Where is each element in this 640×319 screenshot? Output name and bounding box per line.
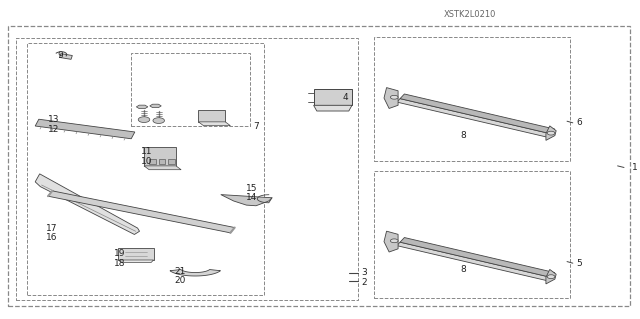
Text: 4: 4: [342, 93, 348, 102]
Text: 9: 9: [58, 51, 63, 60]
Polygon shape: [170, 270, 220, 276]
Text: 17: 17: [46, 224, 58, 233]
Text: 18: 18: [114, 259, 125, 268]
Text: 8: 8: [461, 265, 467, 274]
Text: 3: 3: [362, 268, 367, 277]
Text: 7: 7: [253, 122, 259, 130]
Polygon shape: [136, 105, 148, 108]
Text: 13: 13: [48, 115, 60, 124]
Polygon shape: [397, 242, 550, 281]
Polygon shape: [397, 99, 550, 137]
Polygon shape: [314, 89, 352, 105]
Text: 21: 21: [174, 267, 186, 276]
Bar: [131, 53, 250, 126]
Polygon shape: [400, 94, 555, 134]
Bar: [8, 26, 630, 306]
Circle shape: [153, 118, 164, 123]
Polygon shape: [221, 195, 272, 206]
Polygon shape: [35, 174, 140, 234]
Text: 15: 15: [246, 184, 258, 193]
Polygon shape: [400, 238, 555, 277]
Polygon shape: [384, 88, 398, 108]
Polygon shape: [60, 54, 72, 59]
Polygon shape: [35, 119, 135, 139]
Polygon shape: [198, 122, 230, 126]
Text: 10: 10: [141, 157, 152, 166]
Polygon shape: [150, 104, 161, 108]
Polygon shape: [198, 110, 225, 122]
Text: 20: 20: [174, 276, 186, 285]
Bar: [374, 171, 570, 298]
Text: 6: 6: [576, 118, 582, 127]
Text: 19: 19: [114, 249, 125, 258]
Polygon shape: [546, 126, 556, 140]
Polygon shape: [118, 248, 154, 260]
Text: 8: 8: [461, 131, 467, 140]
Polygon shape: [144, 147, 176, 166]
Circle shape: [138, 117, 150, 122]
Circle shape: [390, 95, 398, 99]
Text: 16: 16: [46, 233, 58, 242]
Bar: [16, 38, 358, 300]
Bar: [374, 37, 570, 161]
Polygon shape: [384, 231, 398, 252]
Polygon shape: [118, 260, 154, 263]
Text: 1: 1: [632, 163, 638, 172]
Text: XSTK2L0210: XSTK2L0210: [444, 10, 497, 19]
Text: 11: 11: [141, 147, 152, 156]
Text: 14: 14: [246, 193, 258, 202]
Polygon shape: [314, 105, 352, 111]
Circle shape: [547, 131, 555, 135]
Polygon shape: [144, 166, 181, 170]
Polygon shape: [168, 159, 175, 164]
Bar: [27, 43, 264, 295]
Circle shape: [547, 275, 555, 278]
Polygon shape: [159, 159, 165, 164]
Text: 5: 5: [576, 259, 582, 268]
Polygon shape: [546, 270, 556, 284]
Circle shape: [390, 239, 398, 243]
Polygon shape: [149, 159, 156, 164]
Polygon shape: [48, 191, 235, 233]
Text: 2: 2: [362, 278, 367, 287]
Text: 12: 12: [48, 125, 60, 134]
